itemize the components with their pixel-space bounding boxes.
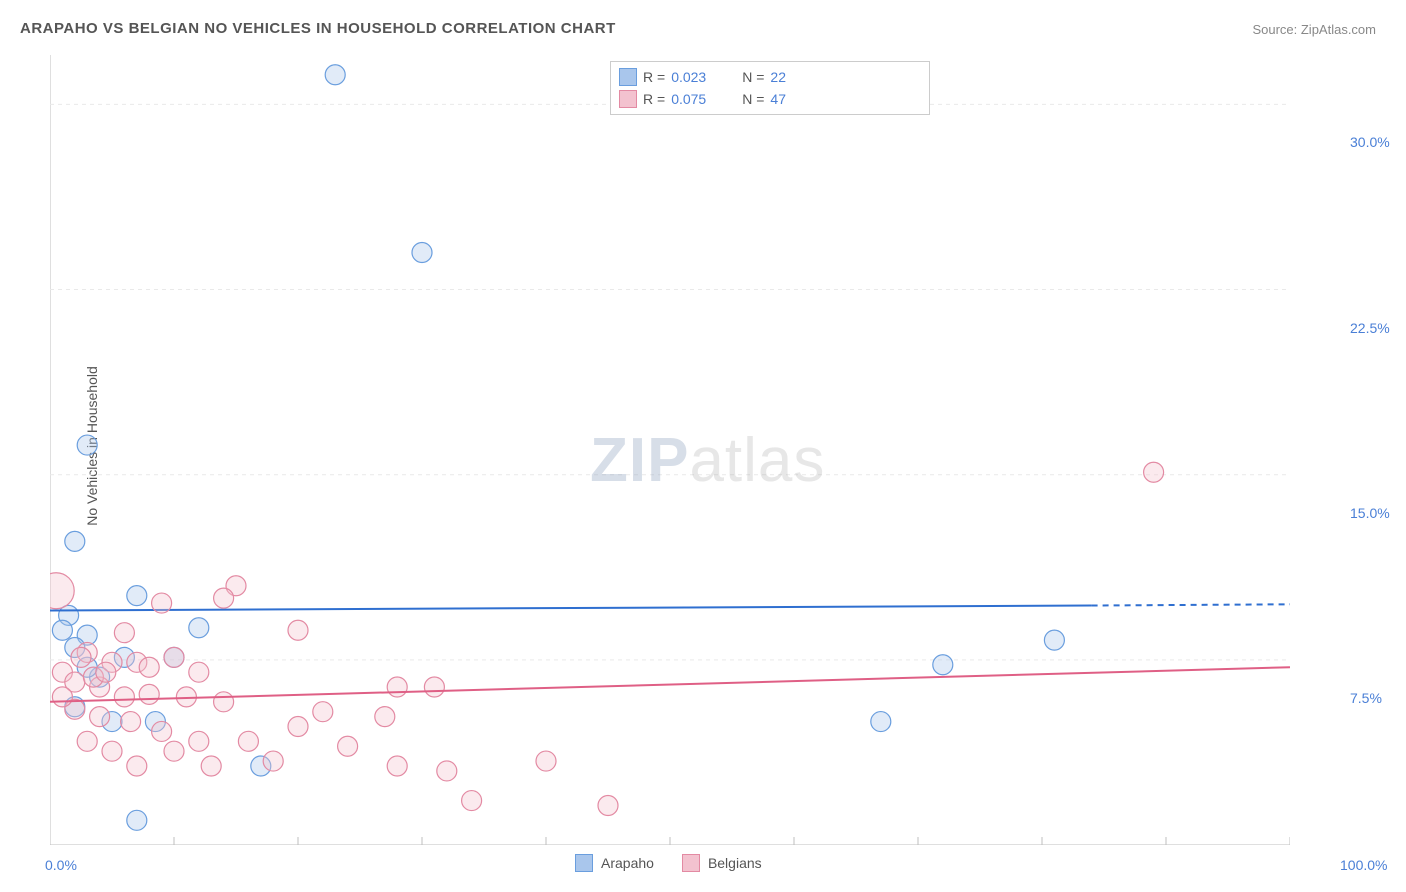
legend-swatch-arapaho-icon: [575, 854, 593, 872]
source-name: ZipAtlas.com: [1301, 22, 1376, 37]
n-label: N =: [742, 91, 764, 107]
legend-swatch-belgians-icon: [682, 854, 700, 872]
source-attribution: Source: ZipAtlas.com: [1252, 22, 1376, 37]
stats-row-belgians: R = 0.075 N = 47: [619, 88, 921, 110]
stats-row-arapaho: R = 0.023 N = 22: [619, 66, 921, 88]
r-value-belgians: 0.075: [671, 91, 706, 107]
legend-label-arapaho: Arapaho: [601, 855, 654, 871]
n-value-belgians: 47: [770, 91, 786, 107]
r-value-arapaho: 0.023: [671, 69, 706, 85]
legend-label-belgians: Belgians: [708, 855, 762, 871]
legend-item-arapaho: Arapaho: [575, 854, 654, 872]
legend-item-belgians: Belgians: [682, 854, 762, 872]
legend-swatch-belgians: [619, 90, 637, 108]
y-tick-label: 15.0%: [1350, 505, 1390, 521]
series-legend: Arapaho Belgians: [575, 854, 762, 872]
legend-swatch-arapaho: [619, 68, 637, 86]
y-tick-label: 7.5%: [1350, 690, 1382, 706]
r-label: R =: [643, 91, 665, 107]
x-tick-left: 0.0%: [45, 857, 77, 873]
y-tick-label: 22.5%: [1350, 320, 1390, 336]
n-label: N =: [742, 69, 764, 85]
scatter-plot: [50, 55, 1290, 845]
source-prefix: Source:: [1252, 22, 1300, 37]
y-tick-label: 30.0%: [1350, 134, 1390, 150]
n-value-arapaho: 22: [770, 69, 786, 85]
stats-legend: R = 0.023 N = 22 R = 0.075 N = 47: [610, 61, 930, 115]
r-label: R =: [643, 69, 665, 85]
x-tick-right: 100.0%: [1340, 857, 1387, 873]
chart-title: ARAPAHO VS BELGIAN NO VEHICLES IN HOUSEH…: [20, 20, 616, 37]
chart-area: ZIPatlas R =0.023N =22R =0.075N =47 7.5%…: [50, 55, 1290, 845]
